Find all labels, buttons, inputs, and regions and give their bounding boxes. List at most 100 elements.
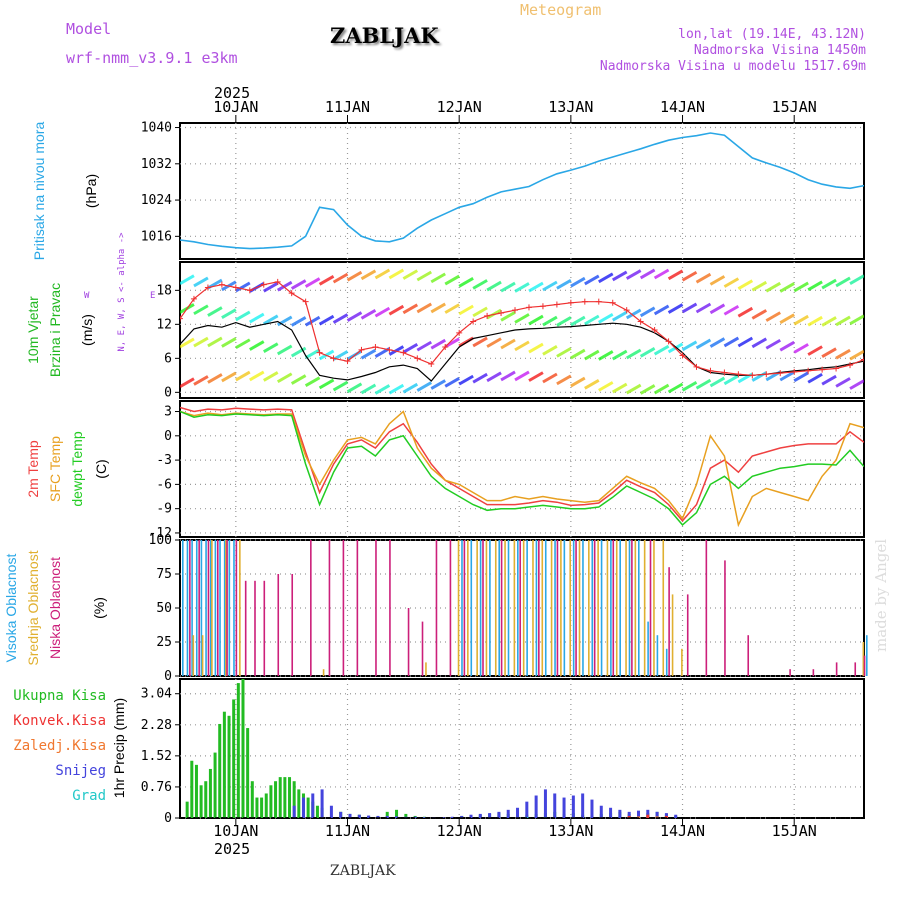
wind-barb	[458, 374, 474, 386]
wind-dir-east: E	[150, 291, 155, 301]
cloud-low-label: Niska Oblacnost	[47, 557, 63, 659]
wind-barb	[472, 306, 488, 318]
x-tick-labels-top: 10JAN 11JAN 12JAN 13JAN 14JAN 15JAN	[213, 98, 817, 123]
wind-barb	[751, 309, 768, 320]
y-tick-label: 6	[164, 351, 172, 366]
precip-snow-bar	[357, 814, 361, 818]
cloud-low-bar	[668, 567, 670, 676]
precip-total-bar	[185, 801, 189, 818]
cloud-low-bar	[235, 540, 238, 676]
wind-barb	[304, 277, 321, 288]
cloud-high-bar	[619, 540, 621, 676]
precip-snow-bar	[311, 793, 315, 818]
wind-gust-point	[581, 298, 588, 305]
wind-barb	[388, 383, 405, 395]
precip-conv-bar	[646, 814, 650, 818]
wind-title-line2: Brzina i Pravac	[47, 283, 63, 377]
y-tick-label: 50	[156, 601, 172, 616]
temp-sfc-label: SFC Temp	[47, 436, 63, 502]
precip-snow-bar	[534, 795, 538, 818]
precip-total-bar	[199, 785, 203, 818]
precip-snow-bar	[571, 795, 575, 818]
wind-barb	[235, 310, 251, 322]
precip-total-bar	[292, 781, 296, 818]
temp-2m-line	[180, 406, 864, 522]
wind-gust-point	[344, 358, 351, 365]
cloud-mid-bar	[653, 540, 655, 676]
wind-gust-point	[442, 344, 449, 350]
precip-total-bar	[222, 711, 226, 818]
wind-barb	[667, 269, 684, 281]
subtitle: Meteogram	[520, 1, 601, 19]
wind-barb	[304, 348, 321, 360]
wind-gust-point	[204, 284, 211, 291]
cloud-high-bar	[489, 540, 491, 676]
wind-barb	[709, 275, 726, 286]
wind-barb	[514, 282, 530, 293]
page-title: ZABLJAK	[330, 23, 439, 48]
cloud-mid-bar	[643, 540, 646, 676]
wind-gust-point	[679, 352, 686, 359]
wind-barb	[653, 344, 670, 356]
cloud-low-bar	[277, 574, 280, 676]
precip-snow-bar	[348, 813, 352, 818]
cloud-low-bar	[519, 540, 522, 676]
precip-total-bar	[255, 797, 259, 818]
cloud-high-bar	[610, 540, 612, 676]
precip-snow-bar	[376, 815, 380, 818]
wind-barb	[709, 376, 726, 388]
wind-barb	[653, 268, 670, 280]
wind-barb	[180, 377, 195, 388]
precip-legend: Ukupna Kisa Konvek.Kisa Zaledj.Kisa Snijeg G…	[13, 688, 106, 804]
y-tick-label: 1024	[141, 193, 172, 208]
wind-barb	[556, 374, 572, 386]
precip-snow-bar	[618, 809, 622, 818]
wind-unit: (m/s)	[79, 314, 95, 346]
wind-barb	[779, 313, 795, 324]
wind-barb	[528, 342, 544, 354]
wind-gust-point	[484, 312, 491, 319]
wind-barb	[402, 382, 419, 394]
cloud-low-bar	[789, 669, 791, 676]
wind-barb	[276, 280, 293, 292]
wind-barb	[402, 343, 419, 354]
cloud-high-bar	[461, 540, 463, 676]
elevation-label: Nadmorska Visina 1450m	[694, 43, 866, 58]
precip-snow-bar	[450, 816, 454, 818]
wind-barb	[263, 371, 279, 382]
wind-gust-point	[498, 310, 505, 316]
wind-gust-point	[400, 349, 407, 356]
wind-barb	[835, 315, 851, 327]
wind-barb	[556, 279, 572, 290]
wind-gust-point	[609, 299, 616, 306]
cloud-mid-bar	[504, 540, 506, 676]
wind-frame	[179, 261, 865, 399]
wind-barb	[695, 302, 712, 314]
wind-barb	[709, 303, 726, 315]
wind-gust-point	[721, 369, 728, 376]
model-label: Model	[66, 20, 111, 38]
precip-snow-bar	[478, 813, 482, 818]
wind-barb	[332, 272, 349, 284]
watermark: made by Angel	[872, 539, 890, 652]
cloud-low-bar	[226, 540, 228, 676]
precip-total-bar	[232, 699, 236, 818]
y-tick-label: 0	[164, 811, 172, 826]
y-tick-label: 1040	[141, 121, 172, 136]
wind-barb	[444, 274, 460, 286]
wind-gust-point	[833, 365, 840, 372]
cloud-high-bar	[209, 540, 212, 676]
wind-barb	[723, 336, 740, 348]
precip-frame	[179, 678, 865, 819]
temperature-panel: -12-9-6-303 2m Temp SFC Temp dewpt Temp …	[25, 400, 865, 541]
wind-barb	[807, 280, 823, 292]
precip-snow-bar	[339, 811, 343, 818]
wind-barb	[514, 313, 530, 324]
wind-barb	[584, 314, 600, 326]
wind-barb	[207, 306, 223, 317]
precip-panel: 0 0.76 1.52 2.28 3.04 Ukupna Kisa Konvek.Kisa…	[13, 678, 865, 826]
cloud-low-bar	[375, 540, 377, 676]
cloud-high-bar	[498, 540, 501, 676]
precip-snow-bar	[469, 814, 473, 818]
